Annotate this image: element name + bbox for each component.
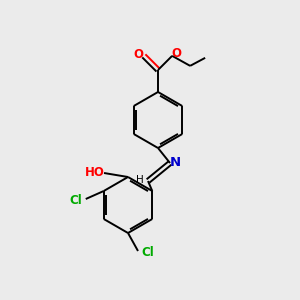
Text: Cl: Cl bbox=[69, 194, 82, 206]
Text: O: O bbox=[171, 47, 181, 60]
Text: N: N bbox=[169, 155, 181, 169]
Text: O: O bbox=[134, 48, 144, 62]
Text: HO: HO bbox=[85, 166, 105, 178]
Text: H: H bbox=[136, 175, 144, 185]
Text: Cl: Cl bbox=[142, 245, 154, 259]
